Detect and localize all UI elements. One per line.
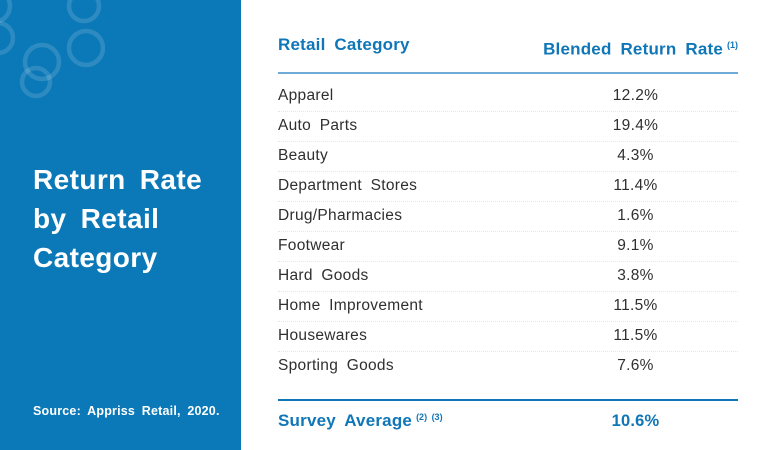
summary-row: Survey Average (2) (3) 10.6% xyxy=(278,401,738,442)
table-row: Housewares 11.5% xyxy=(278,322,738,352)
rate-cell: 1.6% xyxy=(617,207,654,225)
summary-rate-cell: 10.6% xyxy=(611,411,660,430)
sidebar: Return Rate by Retail Category Source: A… xyxy=(0,0,241,450)
table-row: Sporting Goods 7.6% xyxy=(278,352,738,381)
category-cell: Beauty xyxy=(278,147,329,165)
category-cell: Housewares xyxy=(278,327,368,345)
rate-cell: 7.6% xyxy=(617,357,654,375)
category-cell: Hard Goods xyxy=(278,267,369,285)
table-row: Footwear 9.1% xyxy=(278,232,738,262)
category-cell: Auto Parts xyxy=(278,117,358,135)
table-row: Hard Goods 3.8% xyxy=(278,262,738,292)
footnote-marker-1: (1) xyxy=(727,40,738,50)
category-cell: Sporting Goods xyxy=(278,357,394,375)
table-row: Home Improvement 11.5% xyxy=(278,292,738,322)
table-row: Beauty 4.3% xyxy=(278,142,738,172)
table-row: Drug/Pharmacies 1.6% xyxy=(278,202,738,232)
column-header-rate: Blended Return Rate (1) xyxy=(543,35,738,60)
page-title: Return Rate by Retail Category xyxy=(33,164,203,273)
category-cell: Home Improvement xyxy=(278,297,423,315)
decorative-rings-icon xyxy=(0,0,106,99)
table-header: Retail Category Blended Return Rate (1) xyxy=(278,0,738,74)
table-row: Apparel 12.2% xyxy=(278,82,738,112)
category-cell: Department Stores xyxy=(278,177,418,195)
footnote-marker-2-3: (2) (3) xyxy=(416,411,443,422)
return-rate-table: Retail Category Blended Return Rate (1) A… xyxy=(278,0,738,442)
rate-cell: 3.8% xyxy=(617,267,654,285)
table-row: Department Stores 11.4% xyxy=(278,172,738,202)
column-header-category: Retail Category xyxy=(278,35,410,54)
rate-cell: 19.4% xyxy=(612,117,659,135)
column-header-rate-label: Blended Return Rate xyxy=(543,39,723,59)
rate-cell: 12.2% xyxy=(612,87,659,105)
rate-cell: 11.5% xyxy=(613,297,658,315)
rate-cell: 11.5% xyxy=(613,327,658,345)
rate-cell: 9.1% xyxy=(617,237,654,255)
summary-label: Survey Average xyxy=(278,411,413,431)
source-note: Source: Appriss Retail, 2020. xyxy=(33,404,220,418)
rate-cell: 4.3% xyxy=(617,147,654,165)
table-body: Apparel 12.2% Auto Parts 19.4% Beauty 4.… xyxy=(278,82,738,381)
summary-label-cell: Survey Average (2) (3) xyxy=(278,411,558,431)
rate-cell: 11.4% xyxy=(613,177,658,195)
category-cell: Apparel xyxy=(278,87,334,105)
category-cell: Footwear xyxy=(278,237,346,255)
table-row: Auto Parts 19.4% xyxy=(278,112,738,142)
summary-divider xyxy=(278,398,738,401)
category-cell: Drug/Pharmacies xyxy=(278,207,403,225)
